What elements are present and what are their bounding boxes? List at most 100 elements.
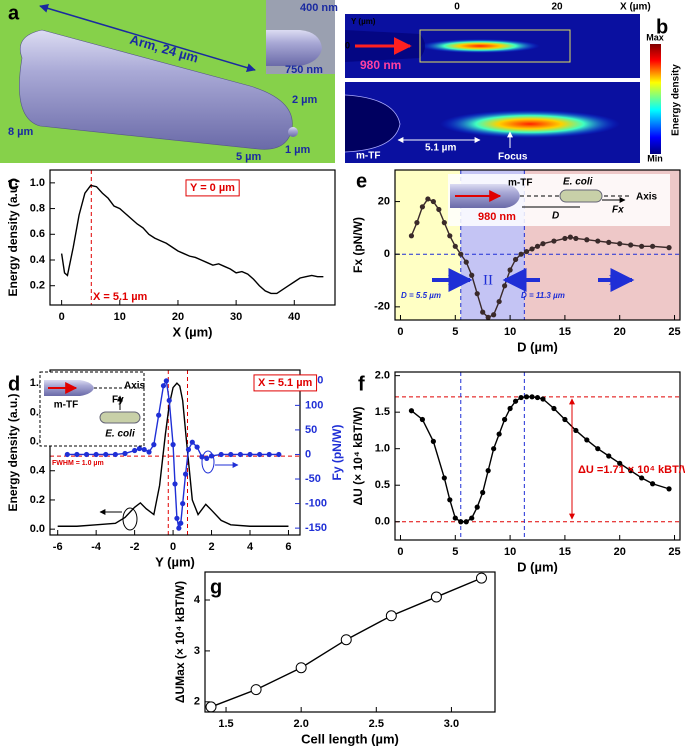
x-tick-label: 5 [452,546,458,558]
panel-label: f [358,373,365,395]
inset-d [39,371,145,447]
data-point [64,451,70,458]
x-tick-label: -4 [91,541,102,553]
data-point [185,446,192,453]
x-axis-label: Cell length (µm) [301,731,399,746]
data-point [141,446,147,453]
y-tick-label: 0.8 [30,202,45,214]
data-point [463,259,469,265]
data-point [170,442,176,448]
data-point [458,251,464,257]
x-tick-label: 15 [559,326,571,338]
y2-tick-label: -150 [305,522,327,534]
data-point [551,405,557,412]
annotation: 980 nm [360,58,401,72]
x-tick-label: 40 [288,311,300,323]
data-point [606,239,612,245]
y-tick-label: 0.4 [30,254,46,266]
data-point [628,468,634,474]
panel-label: a [8,2,20,24]
y-axis-label: Energy density (a.u.) [6,393,20,511]
data-point [496,298,502,305]
tick-label: 0 [345,40,350,50]
data-point [430,591,442,603]
data-point [452,243,458,249]
x-tick-label: 2.5 [369,718,384,730]
x-tick-label: 0 [397,326,403,338]
data-point [189,439,195,445]
annotation: 750 nm [285,64,323,76]
data-point [480,309,486,315]
y-tick-label: 0.2 [30,280,45,292]
data-point [639,475,645,481]
panel-a: a Arm, 24 µm 400 nm 750 nm 2 µm 8 µm 5 µ… [0,0,338,163]
dimension [39,3,256,73]
frame [49,169,336,306]
data-point [584,237,590,243]
annotation: E. coli [105,429,135,440]
annotation: Axis [636,192,658,203]
data-point [502,416,508,423]
x-tick-label: 0 [170,541,176,553]
data-point [551,238,557,244]
data-point [182,471,189,477]
data-point [441,220,447,226]
data-point [474,504,480,510]
data-point [474,291,480,297]
data-point [419,416,426,423]
data-point [441,475,447,481]
data-point [469,272,475,278]
annotation: 980 nm [478,211,516,223]
data-point [266,451,272,458]
x-tick-label: 0 [59,311,65,323]
data-point [218,451,224,458]
y-axis-label: Energy density (a.u.) [6,178,20,296]
colorbar-title: Energy density [671,64,682,136]
data-point [595,238,601,244]
data-point [447,233,453,239]
annotation: m-TF [356,151,380,162]
x-tick-label: 25 [668,546,680,558]
data-point [340,634,352,646]
y-axis-label: ΔU (× 10⁴ kBT/W) [351,407,365,506]
data-point [606,453,612,459]
annotation: X = 5.1 µm [258,377,313,389]
tip [288,127,298,137]
data-point [507,267,513,273]
series-hint [122,507,138,531]
series-line [60,184,324,295]
data-point [567,234,573,240]
x-tick-label: 20 [172,311,184,323]
data-point [469,515,475,521]
data-point [156,412,162,418]
annotation: 8 µm [8,126,34,138]
data-point [523,248,530,255]
data-point [534,243,541,249]
labels: c Y = 0 µm X = 5.1 µm d X = 5.1 µm FWHM = 1.0… [8,170,685,598]
data-point [523,394,530,400]
panel-label: g [210,576,222,598]
annotation: X = 5.1 µm [93,291,148,303]
data-point [160,383,167,389]
annotation: m-TF [54,400,78,411]
series-line [411,396,670,523]
x-tick-label: 0 [397,546,403,558]
data-point [295,662,307,674]
y-tick-label: 1.5 [375,406,390,418]
data-point [172,481,178,487]
data-point [595,446,601,452]
data-point [573,235,579,242]
frame [394,371,681,541]
data-point [507,405,513,412]
data-point [408,408,415,414]
data-point [122,450,128,457]
annotation: Y = 0 µm [190,182,235,194]
x-axis-label: D (µm) [517,339,558,354]
data-point [666,245,672,251]
panel-label: e [356,170,367,192]
x-axis-label: Y (µm) [155,554,195,569]
data-point [485,468,491,474]
y-tick-label: 1.0 [30,177,45,189]
data-point [103,451,109,458]
